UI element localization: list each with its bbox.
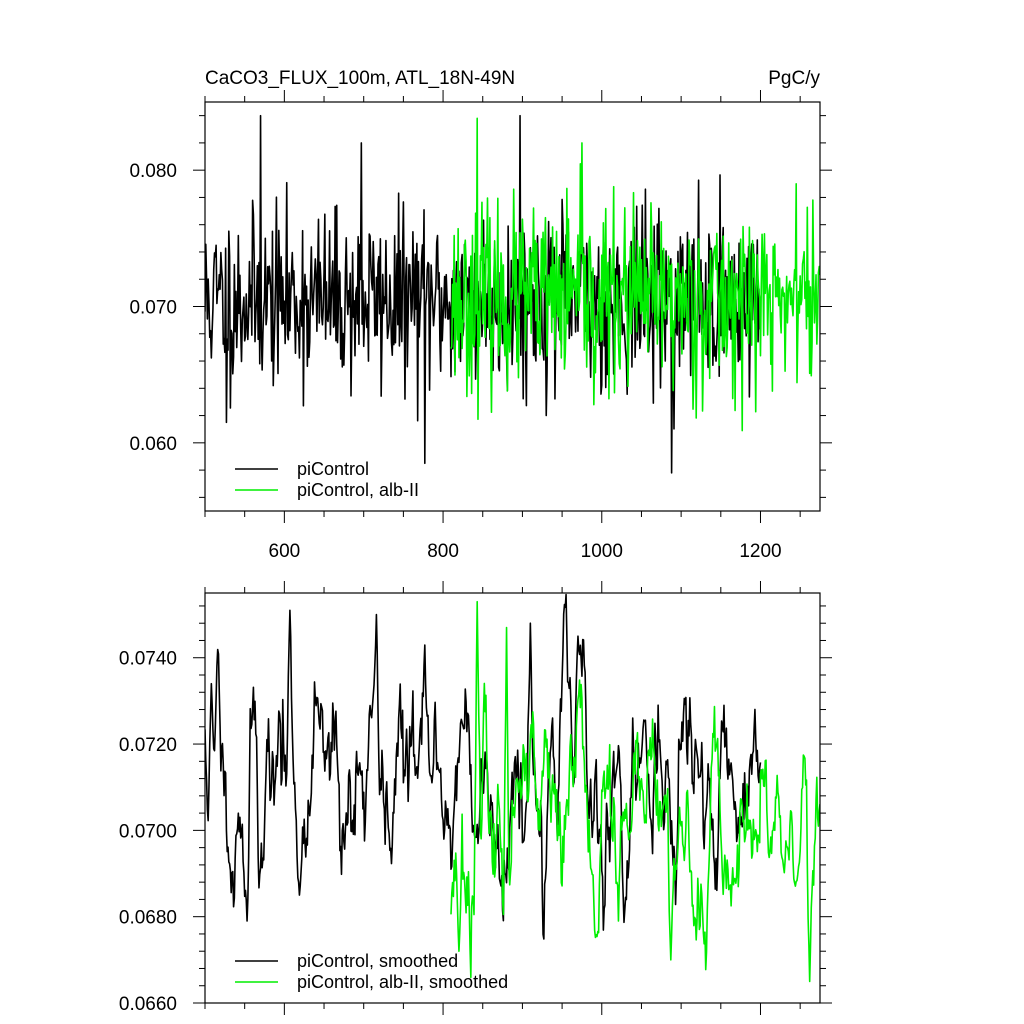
series-line-bottom-1	[450, 600, 820, 983]
x-tick-label: 600	[269, 541, 301, 562]
y-tick-label: 0.0680	[119, 908, 177, 929]
bottom-panel: 0.0660 0.0680 0.0700 0.0720 0.0740 piControl…	[119, 581, 832, 1015]
legend-label-pi-control: piControl	[297, 459, 369, 479]
x-tick-label: 800	[427, 541, 459, 562]
x-tick-label: 1000	[581, 541, 623, 562]
y-tick-label: 0.0740	[119, 649, 177, 670]
bottom-panel-series	[205, 593, 820, 983]
legend-label-pi-control-smoothed: piControl, smoothed	[297, 951, 458, 971]
y-tick-label: 0.080	[129, 161, 177, 182]
y-tick-label: 0.060	[129, 434, 177, 455]
bottom-panel-axes: 0.0660 0.0680 0.0700 0.0720 0.0740	[119, 581, 832, 1015]
top-panel-legend: piControl piControl, alb-II	[235, 459, 419, 500]
plot-frame	[204, 592, 821, 1004]
top-panel: CaCO3_FLUX_100m, ATL_18N-49N PgC/y 600 80…	[129, 68, 832, 562]
top-panel-title: CaCO3_FLUX_100m, ATL_18N-49N	[205, 68, 515, 89]
series-line-top-1	[450, 117, 820, 432]
y-tick-label: 0.0700	[119, 821, 177, 842]
y-tick-label: 0.0720	[119, 735, 177, 756]
x-tick-label: 1200	[739, 541, 781, 562]
y-tick-label: 0.0660	[119, 994, 177, 1015]
y-tick-label: 0.070	[129, 298, 177, 319]
bottom-panel-legend: piControl, smoothed piControl, alb-II, s…	[235, 951, 508, 992]
legend-label-pi-control-alb-ii-smoothed: piControl, alb-II, smoothed	[297, 972, 508, 992]
legend-label-pi-control-alb-ii: piControl, alb-II	[297, 480, 419, 500]
top-panel-series	[205, 114, 820, 474]
top-panel-axes: 600 800 1000 1200 0.060 0.070 0.080	[129, 90, 832, 562]
top-panel-units: PgC/y	[768, 68, 820, 89]
